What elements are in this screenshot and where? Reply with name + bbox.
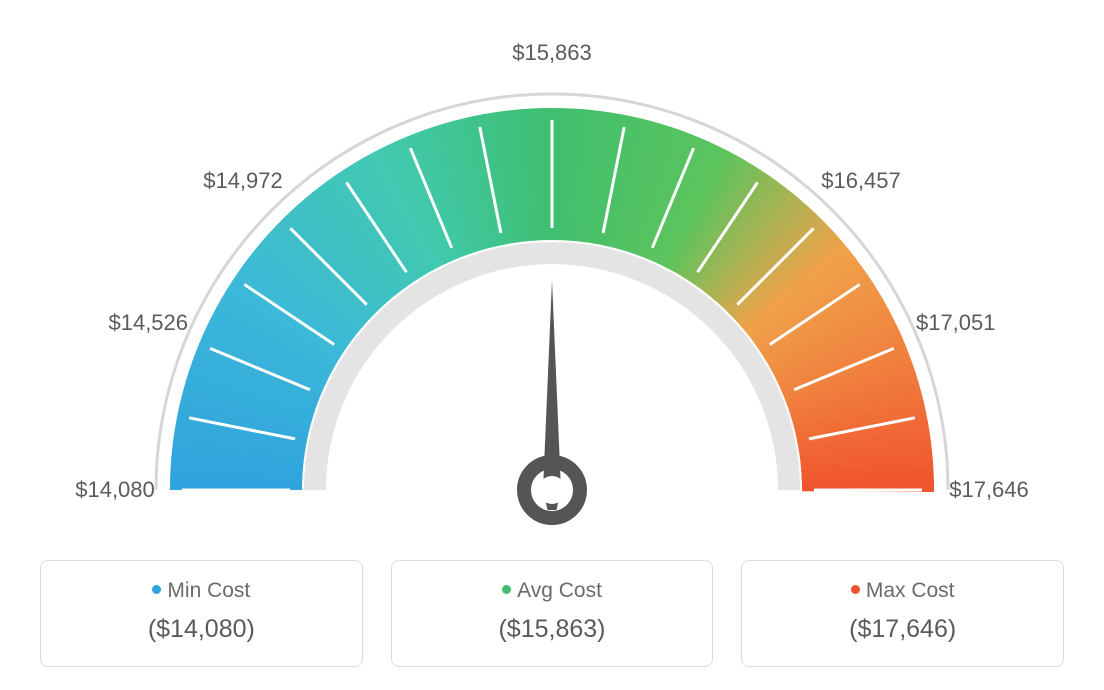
- gauge-chart: $14,080 $14,526 $14,972 $15,863 $16,457 $17,0…: [20, 20, 1084, 550]
- min-cost-value: ($14,080): [51, 615, 352, 644]
- avg-cost-title: Avg Cost: [402, 579, 703, 603]
- max-cost-card: Max Cost ($17,646): [741, 560, 1064, 667]
- min-cost-label: Min Cost: [167, 579, 250, 602]
- gauge-tick-label: $14,526: [108, 310, 188, 336]
- summary-cards: Min Cost ($14,080) Avg Cost ($15,863) Ma…: [20, 560, 1084, 667]
- avg-cost-value: ($15,863): [402, 615, 703, 644]
- gauge-tick-label: $14,972: [203, 168, 283, 194]
- gauge-tick-label: $16,457: [821, 168, 901, 194]
- avg-cost-label: Avg Cost: [517, 579, 602, 602]
- dot-icon: [502, 585, 511, 594]
- gauge-tick-label: $15,863: [512, 40, 592, 66]
- avg-cost-card: Avg Cost ($15,863): [391, 560, 714, 667]
- dot-icon: [152, 585, 161, 594]
- gauge-tick-label: $17,051: [916, 310, 996, 336]
- min-cost-card: Min Cost ($14,080): [40, 560, 363, 667]
- max-cost-title: Max Cost: [752, 579, 1053, 603]
- max-cost-label: Max Cost: [866, 579, 955, 602]
- min-cost-title: Min Cost: [51, 579, 352, 603]
- gauge-tick-label: $14,080: [75, 477, 155, 503]
- max-cost-value: ($17,646): [752, 615, 1053, 644]
- dot-icon: [851, 585, 860, 594]
- gauge-svg: [20, 20, 1084, 550]
- gauge-tick-label: $17,646: [949, 477, 1029, 503]
